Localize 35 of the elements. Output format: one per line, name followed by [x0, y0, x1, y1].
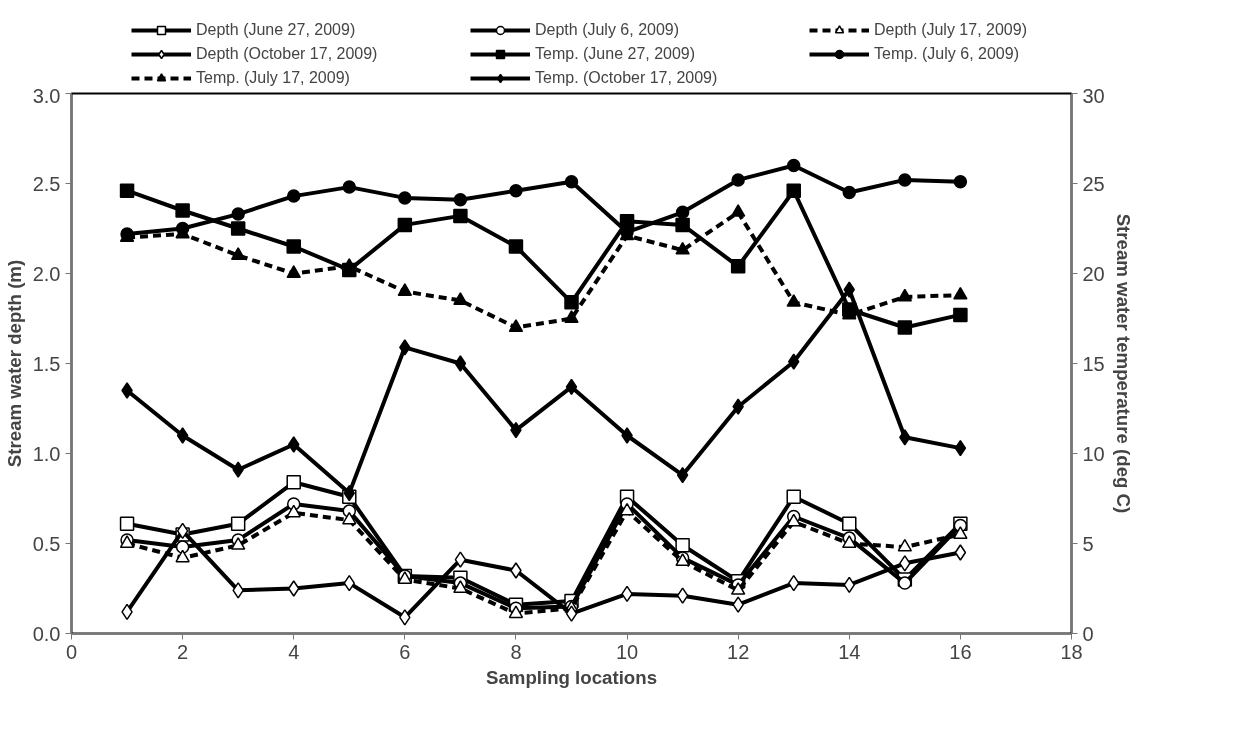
- y-tick-label: 1.5: [32, 352, 61, 375]
- y-tick-label: 3.0: [32, 84, 61, 107]
- x-tick-label: 2: [177, 640, 189, 663]
- y-tick-label: 0.5: [32, 532, 61, 555]
- y-axis-title: Stream water depth (m): [3, 259, 25, 468]
- y-tick-label: 0.0: [32, 622, 61, 645]
- legend-label: Depth (July 6, 2009): [535, 21, 681, 39]
- y2-tick-label: 30: [1082, 84, 1105, 107]
- legend-label: Temp. (July 17, 2009): [196, 69, 351, 87]
- x-tick-label: 16: [949, 640, 972, 663]
- y2-tick-label: 20: [1082, 262, 1105, 285]
- legend-label: Depth (June 27, 2009): [196, 21, 357, 39]
- legend-label: Temp. (October 17, 2009): [535, 69, 719, 87]
- y2-tick-label: 0: [1082, 622, 1094, 645]
- y-tick-label: 1.0: [32, 442, 61, 465]
- legend-label: Temp. (July 6, 2009): [874, 45, 1020, 63]
- legend-label: Depth (July 17, 2009): [874, 21, 1028, 39]
- x-tick-label: 10: [615, 640, 639, 663]
- x-tick-label: 14: [838, 640, 861, 663]
- y2-tick-label: 10: [1082, 442, 1105, 465]
- legend-label: Depth (October 17, 2009): [196, 45, 379, 63]
- x-tick-label: 0: [65, 640, 78, 663]
- x-axis-title: Sampling locations: [485, 666, 658, 688]
- y-tick-label: 2.0: [32, 262, 61, 285]
- legend-label: Temp. (June 27, 2009): [535, 45, 697, 63]
- x-tick-label: 18: [1060, 640, 1083, 663]
- y-tick-label: 2.5: [32, 172, 61, 195]
- y2-tick-label: 5: [1082, 532, 1094, 555]
- x-tick-label: 6: [399, 640, 411, 663]
- y2-tick-label: 25: [1082, 172, 1105, 195]
- x-tick-label: 12: [727, 640, 750, 663]
- y2-tick-label: 15: [1082, 352, 1105, 375]
- x-tick-label: 4: [288, 640, 300, 663]
- y2-axis-title: Stream water temperature (deg C): [1112, 213, 1134, 514]
- x-tick-label: 8: [510, 640, 522, 663]
